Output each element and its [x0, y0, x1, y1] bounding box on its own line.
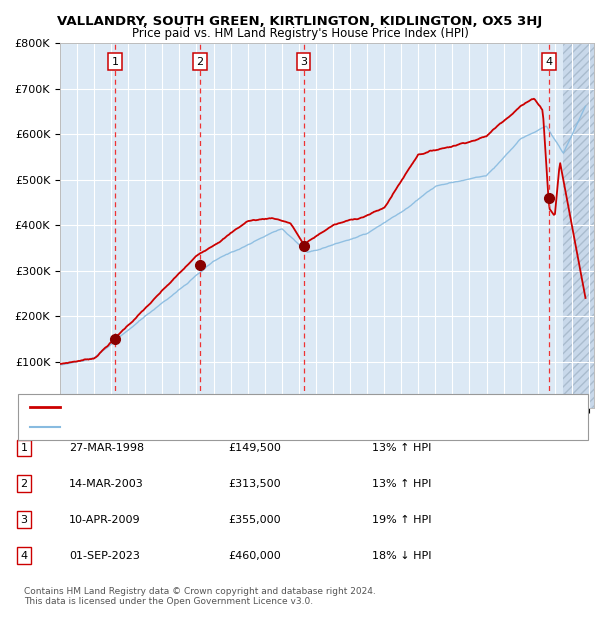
Text: 3: 3	[300, 56, 307, 66]
Text: 1: 1	[112, 56, 118, 66]
Text: 13% ↑ HPI: 13% ↑ HPI	[372, 479, 431, 489]
Text: 4: 4	[20, 551, 28, 560]
Text: Contains HM Land Registry data © Crown copyright and database right 2024.
This d: Contains HM Land Registry data © Crown c…	[24, 587, 376, 606]
Text: 18% ↓ HPI: 18% ↓ HPI	[372, 551, 431, 560]
Text: 01-SEP-2023: 01-SEP-2023	[69, 551, 140, 560]
Text: VALLANDRY, SOUTH GREEN, KIRTLINGTON, KIDLINGTON, OX5 3HJ: VALLANDRY, SOUTH GREEN, KIRTLINGTON, KID…	[58, 16, 542, 29]
Text: 2: 2	[20, 479, 28, 489]
Bar	[563, 43, 594, 407]
Text: £460,000: £460,000	[228, 551, 281, 560]
Text: Price paid vs. HM Land Registry's House Price Index (HPI): Price paid vs. HM Land Registry's House …	[131, 27, 469, 40]
Text: VALLANDRY, SOUTH GREEN, KIRTLINGTON, KIDLINGTON, OX5 3HJ (detached house): VALLANDRY, SOUTH GREEN, KIRTLINGTON, KID…	[69, 402, 477, 412]
Bar	[563, 43, 594, 407]
Text: 19% ↑ HPI: 19% ↑ HPI	[372, 515, 431, 525]
Text: 2: 2	[196, 56, 203, 66]
Text: 4: 4	[545, 56, 553, 66]
Text: £149,500: £149,500	[228, 443, 281, 453]
Text: £313,500: £313,500	[228, 479, 281, 489]
Text: 13% ↑ HPI: 13% ↑ HPI	[372, 443, 431, 453]
Text: 10-APR-2009: 10-APR-2009	[69, 515, 140, 525]
Text: 14-MAR-2003: 14-MAR-2003	[69, 479, 144, 489]
Text: 1: 1	[20, 443, 28, 453]
Text: £355,000: £355,000	[228, 515, 281, 525]
Text: 3: 3	[20, 515, 28, 525]
Text: 27-MAR-1998: 27-MAR-1998	[69, 443, 144, 453]
Text: HPI: Average price, detached house, Cherwell: HPI: Average price, detached house, Cher…	[69, 422, 292, 432]
